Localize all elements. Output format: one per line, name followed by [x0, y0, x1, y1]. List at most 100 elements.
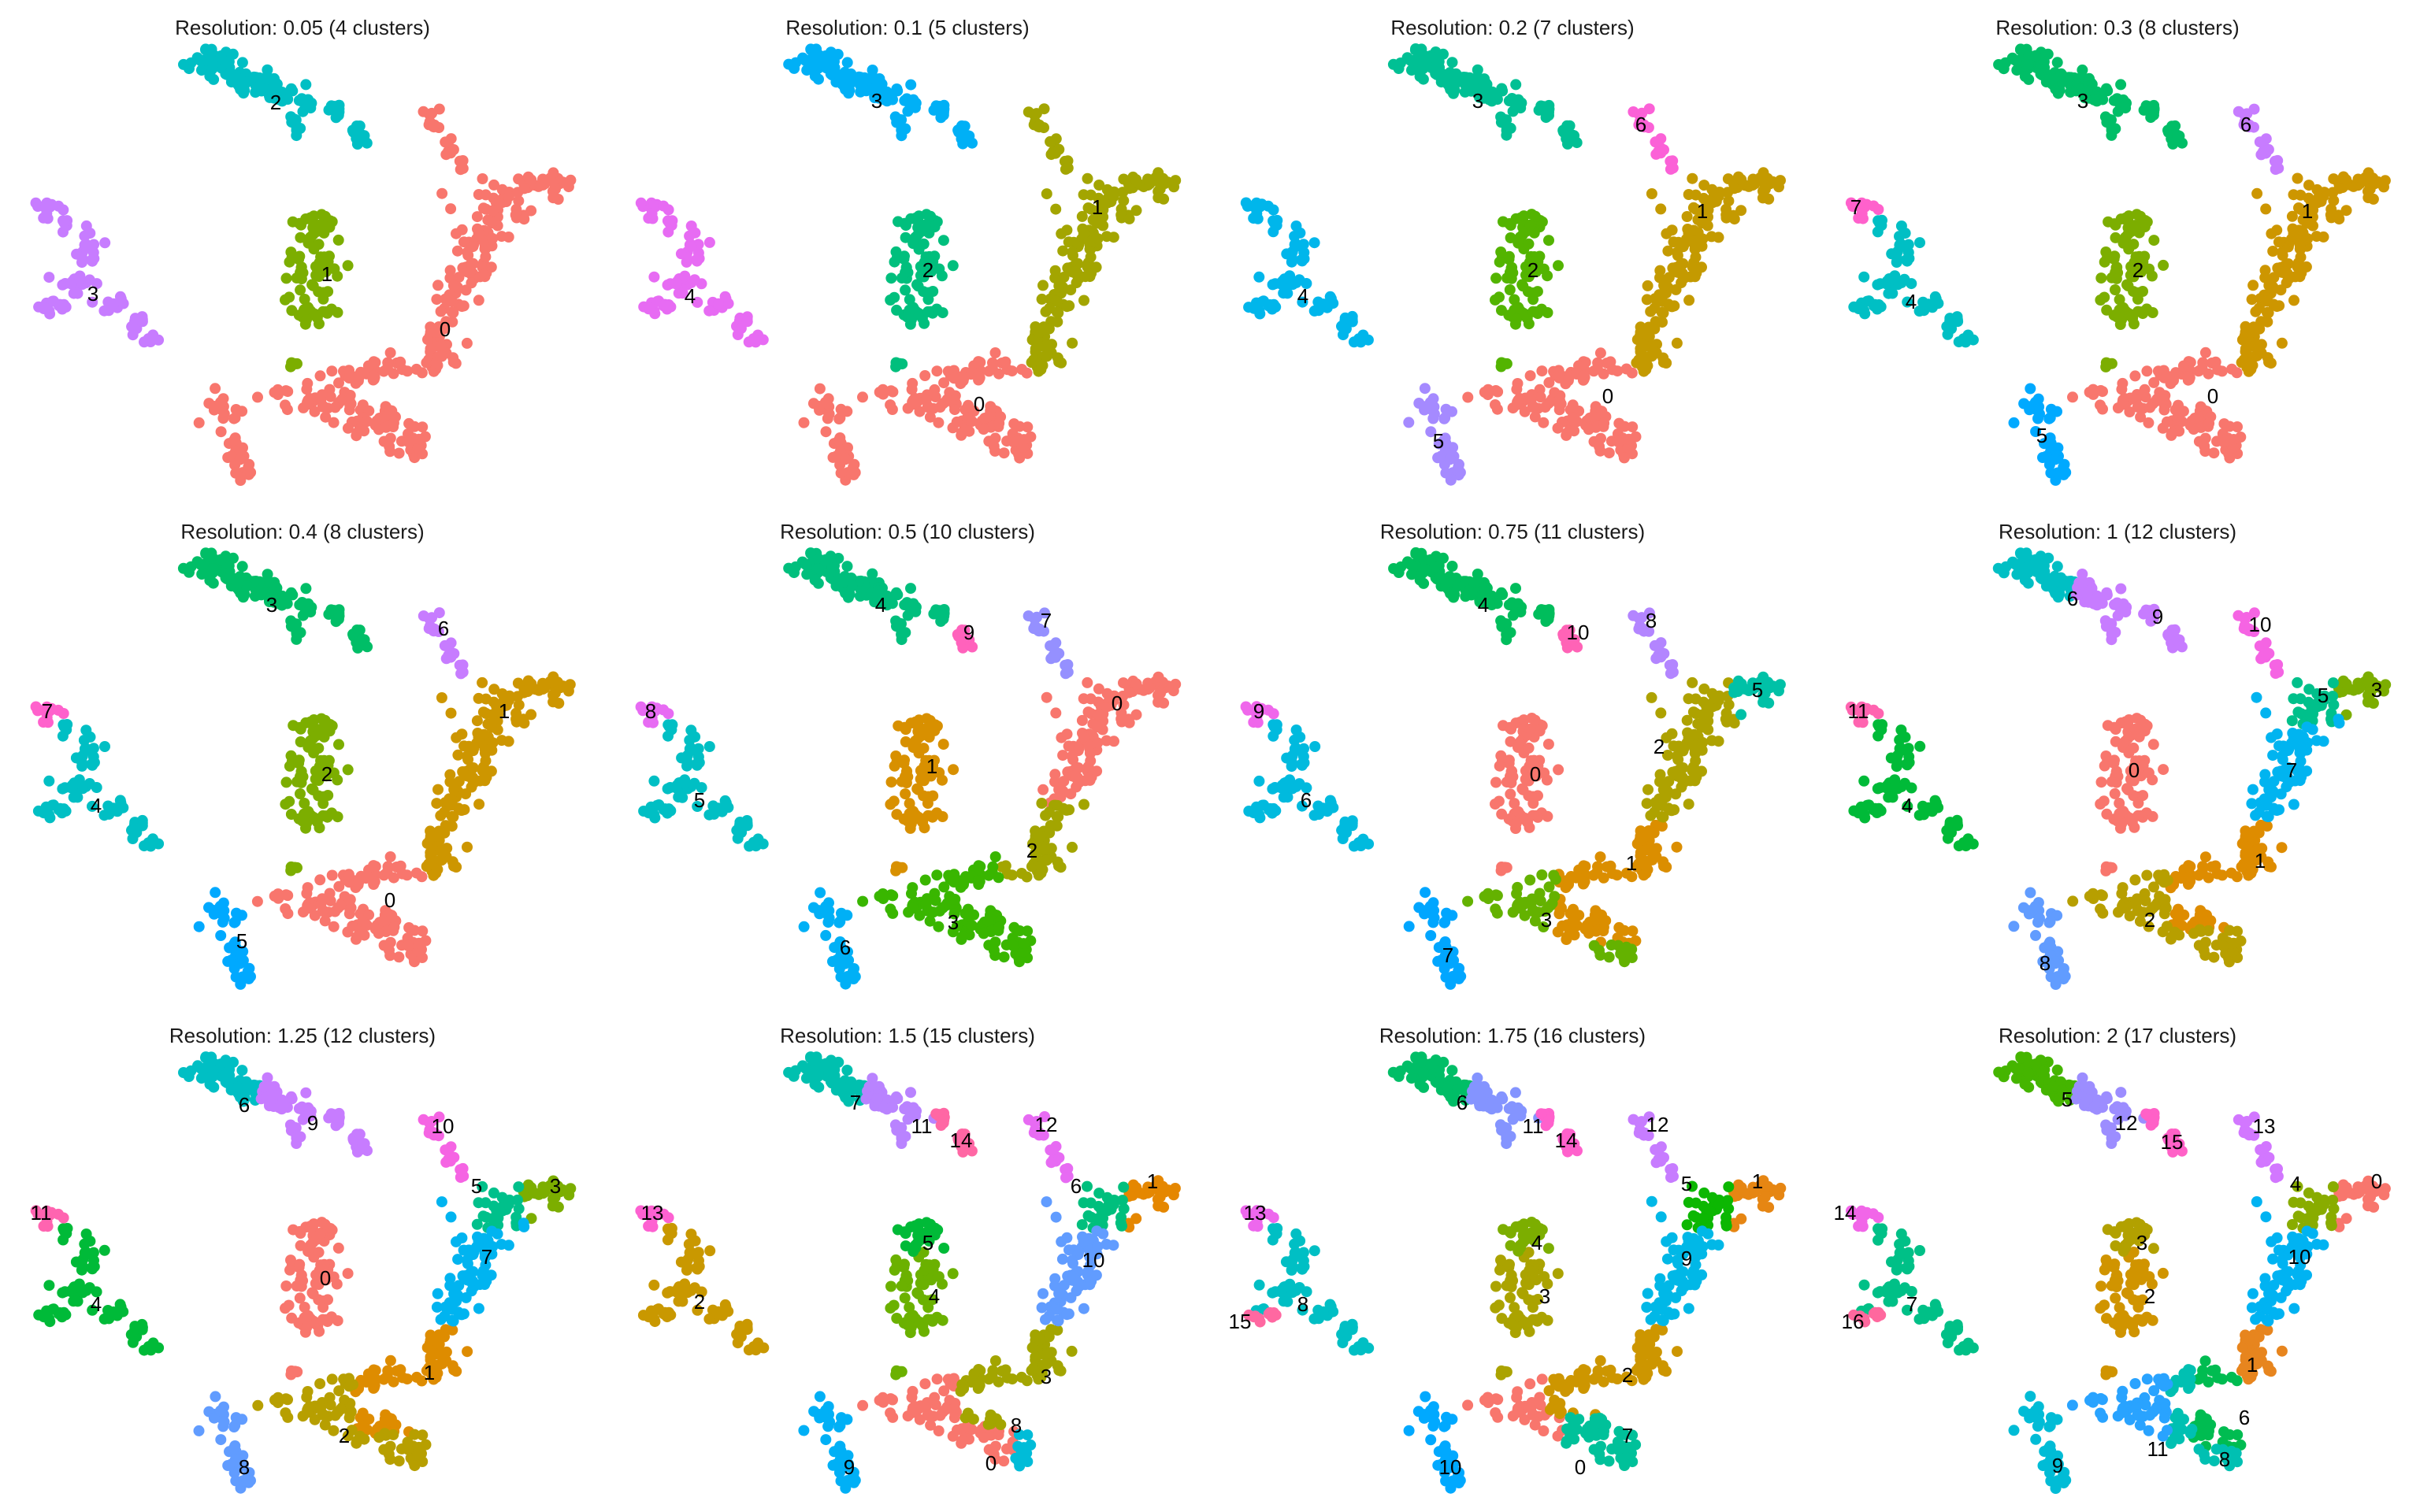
point: [1683, 228, 1694, 239]
point: [1697, 709, 1709, 721]
point: [225, 954, 237, 966]
point: [900, 284, 911, 296]
point: [1646, 350, 1657, 362]
point: [393, 447, 405, 459]
point: [478, 740, 490, 751]
point: [891, 304, 903, 316]
point: [1713, 191, 1724, 202]
point: [1690, 251, 1702, 263]
point: [1268, 217, 1280, 228]
point: [2333, 213, 2345, 225]
point: [2260, 203, 2272, 215]
point: [1510, 313, 1522, 325]
cluster-10-points: [1557, 624, 1583, 654]
point: [301, 817, 313, 829]
point: [857, 391, 868, 403]
point: [1057, 750, 1069, 762]
umap-panel-1: Resolution: 0.05 (4 clusters) 0 1 2 3: [0, 0, 605, 504]
point: [1496, 305, 1507, 317]
cluster-label: 6: [438, 617, 449, 640]
point: [2148, 235, 2160, 246]
cluster-label: 2: [922, 258, 933, 282]
point: [1510, 79, 1522, 91]
point: [2010, 55, 2022, 67]
point: [1071, 781, 1082, 793]
point: [322, 286, 334, 298]
point: [471, 715, 483, 727]
point: [1058, 776, 1070, 788]
point: [1613, 436, 1624, 447]
point: [2106, 272, 2118, 284]
point: [1091, 217, 1103, 229]
point: [2262, 307, 2274, 319]
point: [291, 272, 302, 284]
point: [2362, 192, 2374, 204]
cluster-5-points: [638, 719, 769, 852]
point: [388, 921, 400, 933]
point: [329, 906, 341, 917]
point: [1858, 271, 1870, 283]
point: [1583, 928, 1594, 939]
point: [2024, 404, 2036, 416]
point: [1628, 106, 1639, 117]
point: [867, 65, 878, 76]
point: [409, 421, 421, 432]
point: [2044, 412, 2056, 424]
point: [692, 801, 703, 812]
point: [1052, 811, 1064, 823]
point: [384, 347, 396, 358]
point: [906, 384, 918, 395]
point: [431, 294, 443, 306]
point: [2121, 279, 2132, 291]
point: [266, 589, 278, 601]
point: [646, 208, 658, 220]
point: [1108, 232, 1119, 243]
point: [1060, 804, 1072, 816]
point: [1083, 739, 1095, 751]
cluster-4-points: [32, 719, 165, 852]
cluster-1-points: [2236, 167, 2391, 377]
point: [1483, 384, 1494, 395]
point: [57, 783, 69, 795]
cluster-label: 4: [685, 284, 696, 308]
point: [439, 827, 451, 839]
point: [127, 833, 139, 844]
point: [2251, 187, 2263, 199]
point: [455, 668, 467, 680]
point: [1598, 921, 1609, 933]
point: [1476, 85, 1488, 97]
point: [229, 916, 241, 928]
point: [1476, 589, 1488, 601]
point: [2166, 428, 2178, 439]
point: [445, 295, 456, 307]
point: [1538, 417, 1550, 428]
point: [899, 754, 910, 766]
point: [2040, 450, 2052, 462]
point: [136, 316, 148, 328]
point: [1543, 610, 1555, 622]
point: [670, 782, 682, 794]
point: [1053, 647, 1065, 659]
point: [1123, 183, 1135, 195]
point: [280, 776, 292, 788]
point: [314, 318, 325, 330]
cluster-5-points: [1728, 671, 1786, 721]
point: [712, 802, 724, 814]
point: [1603, 951, 1615, 963]
point: [1309, 741, 1321, 752]
umap-panel-5: Resolution: 0.4 (8 clusters) 0 1 2 3 4 5 6 7: [0, 504, 605, 1008]
cluster-label: 7: [1442, 943, 1453, 967]
point: [513, 699, 525, 711]
point: [1022, 925, 1034, 937]
cluster-0-points: [798, 347, 1037, 486]
point: [1317, 802, 1329, 814]
point: [2147, 739, 2159, 750]
point: [2135, 411, 2147, 423]
point: [1516, 783, 1528, 795]
point: [54, 802, 66, 814]
point: [1687, 706, 1699, 718]
cluster-6-points: [418, 607, 469, 680]
point: [924, 411, 936, 423]
point: [295, 232, 306, 243]
point: [2254, 136, 2266, 148]
